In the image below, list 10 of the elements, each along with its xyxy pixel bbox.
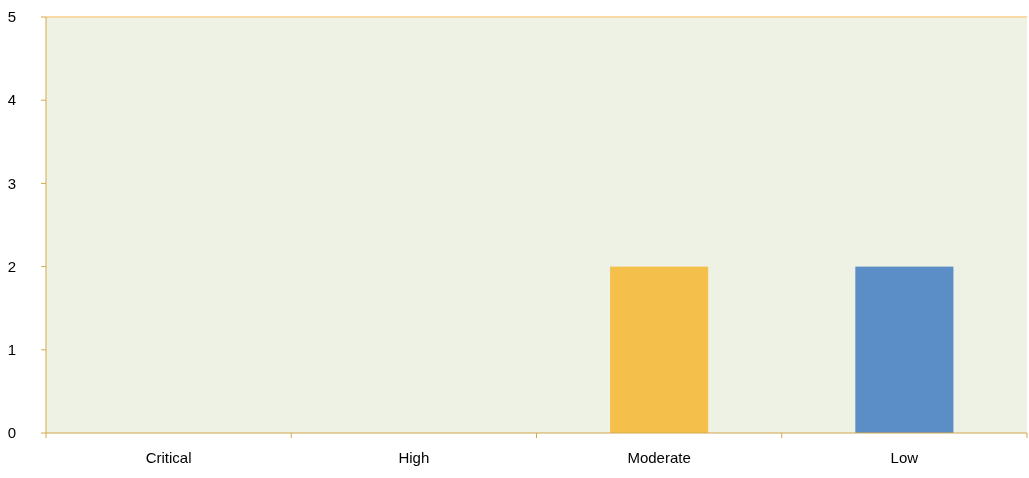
- x-tick-label: Low: [890, 449, 919, 466]
- x-tick-label: Critical: [145, 449, 192, 466]
- x-tick-label: High: [398, 449, 430, 466]
- y-tick-label: 1: [7, 341, 16, 359]
- y-tick-label: 4: [7, 91, 16, 109]
- y-tick-label: 5: [7, 8, 16, 26]
- y-tick-label: 0: [7, 424, 16, 442]
- y-tick-label: 3: [7, 174, 16, 192]
- x-tick-label: Moderate: [627, 449, 691, 466]
- y-tick-label: 2: [7, 257, 16, 275]
